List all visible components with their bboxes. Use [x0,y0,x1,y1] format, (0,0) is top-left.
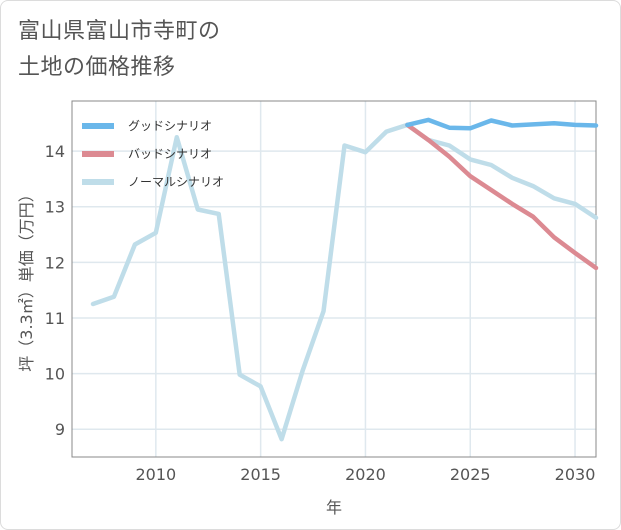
legend-label: バッドシナリオ [128,147,212,161]
x-tick-label: 2020 [345,465,386,484]
legend-label: グッドシナリオ [128,119,212,133]
y-tick-label: 14 [45,142,65,161]
axis-ticks: 2010 2015 2020 2025 2030 9 10 11 12 13 14 [45,142,596,484]
chart-title: 富山県富山市寺町の 土地の価格推移 [18,14,221,86]
series-line-2 [90,122,599,442]
x-tick-label: 2025 [450,465,491,484]
x-tick-label: 2015 [240,465,281,484]
series-line-1 [405,122,599,271]
plot-border [71,100,597,458]
y-axis-label: 坪（3.3㎡）単価（万円） [17,186,36,371]
chart-title-line-1: 富山県富山市寺町の [18,19,221,44]
series-line-0 [405,117,599,131]
legend-label: ノーマルシナリオ [128,175,224,189]
y-tick-label: 9 [55,420,65,439]
y-tick-label: 12 [45,253,65,272]
y-tick-label: 10 [45,365,65,384]
series-layer [90,117,599,442]
y-tick-label: 13 [45,198,65,217]
x-tick-label: 2010 [135,465,176,484]
x-tick-label: 2030 [555,465,596,484]
y-tick-label: 11 [45,309,65,328]
x-axis-label: 年 [326,498,342,517]
chart-title-line-2: 土地の価格推移 [18,55,176,80]
